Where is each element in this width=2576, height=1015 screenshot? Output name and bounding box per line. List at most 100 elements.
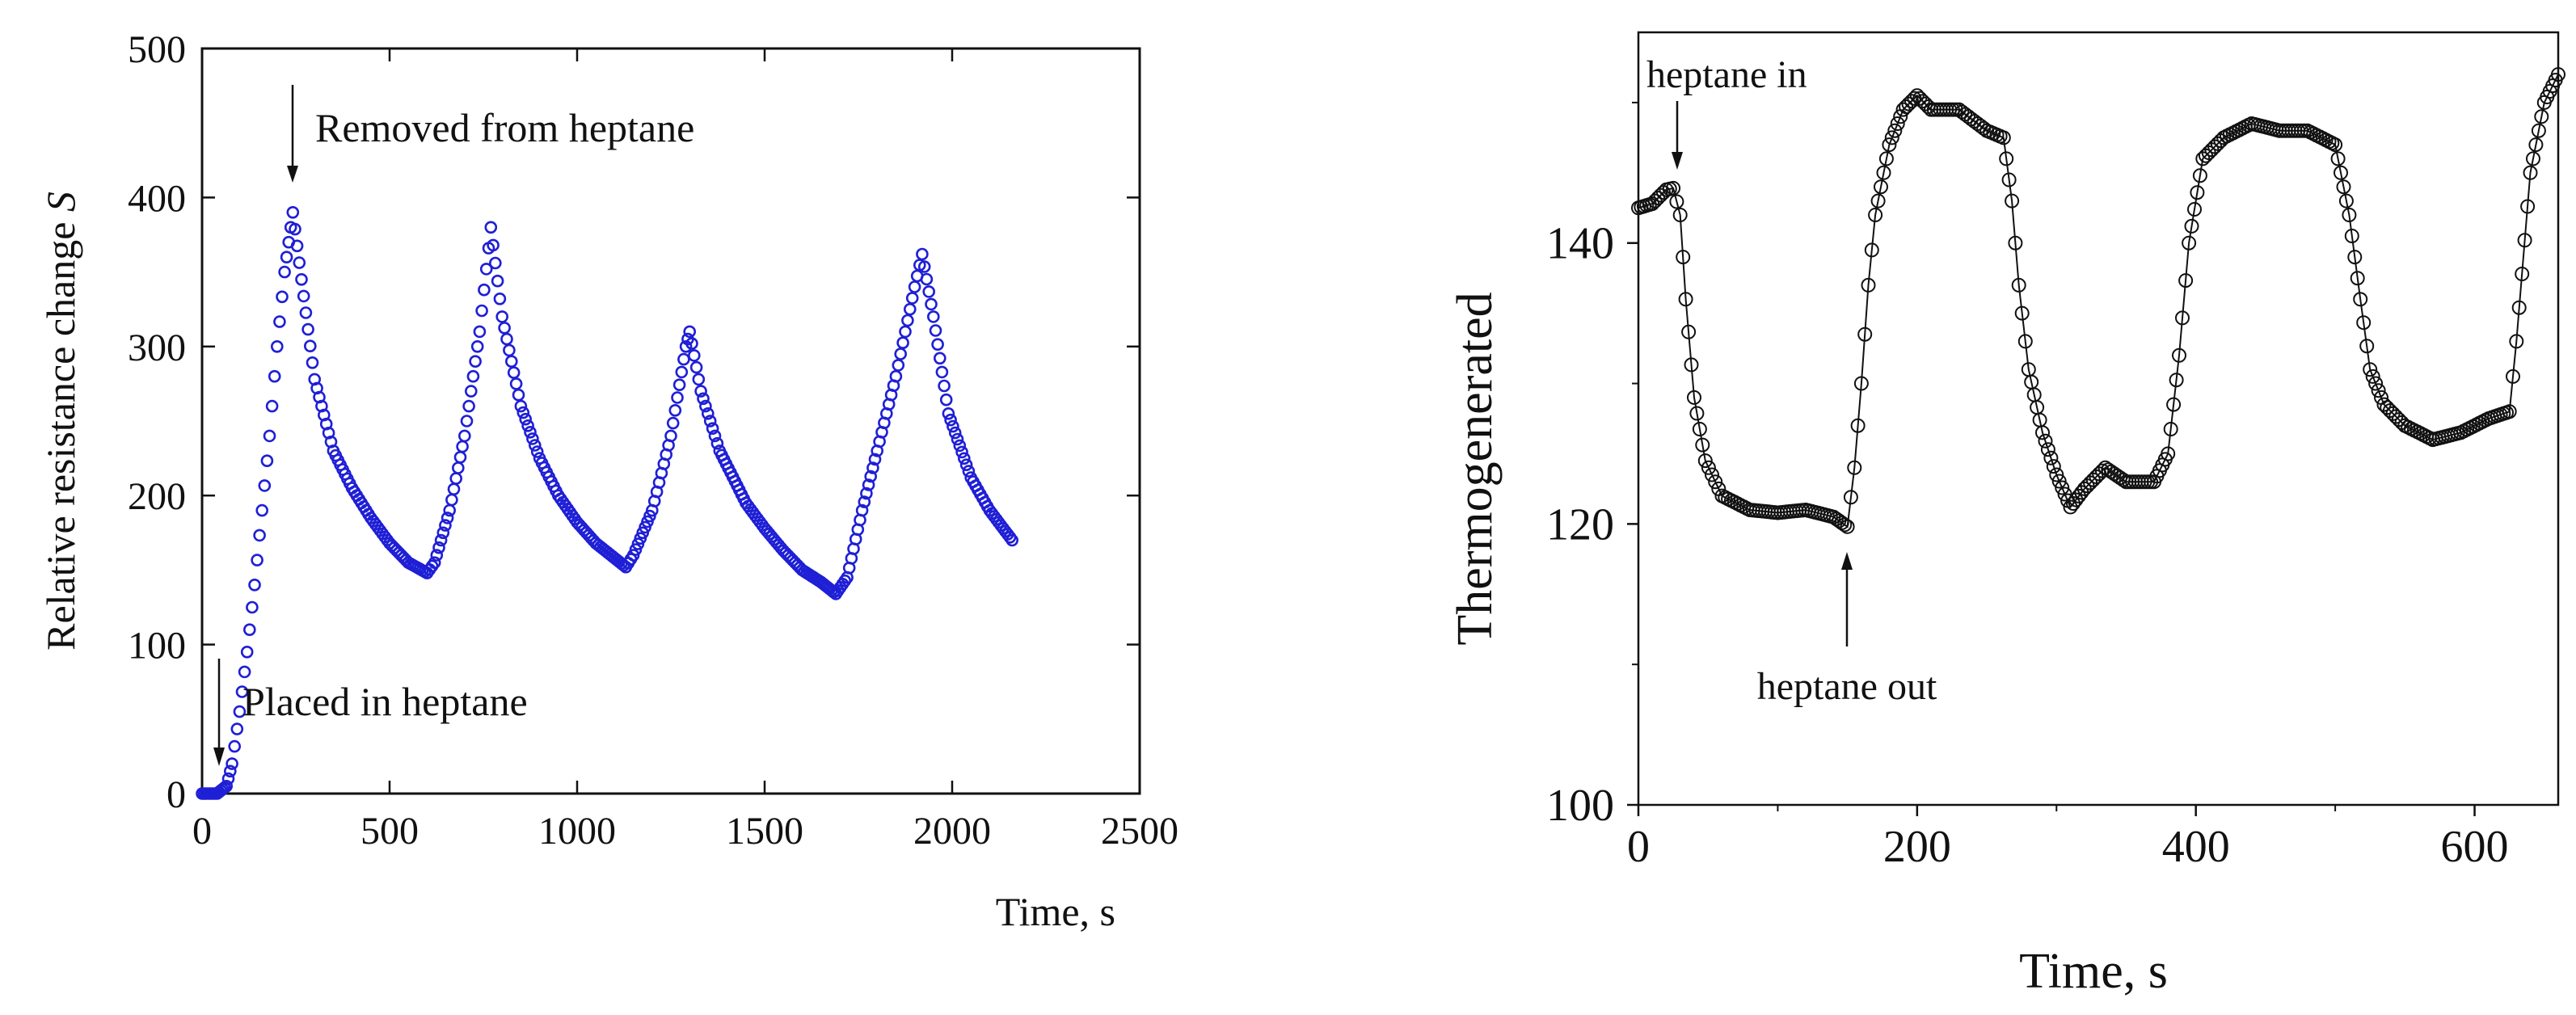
left-data-point — [306, 356, 319, 369]
right-data-point — [2509, 334, 2524, 349]
right-data-point — [1651, 191, 1666, 206]
right-data-point — [1887, 123, 1903, 138]
left-data-point — [938, 379, 951, 393]
right-data-point — [2336, 179, 2351, 195]
right-data-point — [1907, 91, 1922, 106]
right-data-point — [2161, 446, 2176, 461]
left-data-point — [931, 338, 944, 352]
left-data-point — [258, 479, 272, 492]
right-data-point — [2551, 67, 2565, 82]
right-data-point — [1684, 357, 1699, 373]
left-data-point — [526, 432, 539, 445]
right-data-point — [1857, 326, 1873, 342]
right-data-point — [2356, 315, 2372, 331]
right-data-point — [1915, 94, 1930, 109]
left-data-point — [668, 403, 682, 417]
left-data-point — [449, 472, 463, 485]
right-data-point — [2368, 376, 2384, 391]
left-data-point — [677, 352, 690, 366]
left-data-point — [925, 297, 938, 311]
right-data-point — [2172, 347, 2186, 363]
right-data-point — [2515, 267, 2530, 281]
right-data-point — [2035, 425, 2050, 440]
right-x-tick-label: 0 — [1627, 822, 1650, 872]
left-data-point — [223, 764, 237, 778]
left-data-point — [892, 359, 905, 372]
right-data-point — [2192, 168, 2207, 183]
left-data-point — [671, 391, 684, 404]
left-y-tick-label: 300 — [128, 326, 186, 369]
left-data-point — [675, 365, 689, 379]
left-data-point — [484, 221, 498, 234]
left-data-point — [503, 343, 516, 357]
left-data-point — [441, 512, 454, 524]
left-data-point — [951, 432, 964, 446]
right-data-point — [1697, 453, 1713, 469]
left-data-point — [889, 369, 903, 383]
left-data-point — [286, 205, 300, 219]
left-data-point — [295, 272, 308, 286]
left-data-point — [916, 247, 929, 261]
right-data-point — [1878, 151, 1894, 166]
left-data-point — [495, 310, 509, 323]
left-x-tick-label: 1000 — [538, 810, 616, 853]
right-data-point — [1705, 467, 1719, 482]
right-series-line — [1638, 74, 2559, 529]
left-data-point — [453, 450, 467, 464]
right-data-point — [1999, 151, 2014, 166]
left-data-point — [504, 355, 518, 369]
left-x-tick-label: 1500 — [726, 810, 803, 853]
right-data-point — [1864, 242, 1879, 258]
left-annotation-removed-arrowhead — [287, 166, 298, 183]
left-data-point — [228, 739, 242, 753]
left-x-tick-label: 500 — [360, 810, 419, 853]
left-data-point — [905, 292, 919, 305]
right-data-point — [2342, 208, 2357, 222]
right-plot-frame — [1637, 31, 2560, 807]
left-x-axis-label: Time, s — [996, 889, 1115, 934]
right-data-point — [1850, 418, 1866, 433]
right-data-point — [1876, 165, 1891, 180]
right-data-point — [2334, 165, 2348, 180]
left-data-point — [679, 339, 693, 353]
right-data-point — [2526, 151, 2540, 166]
right-data-point — [1678, 292, 1693, 307]
right-annotation-out-arrowhead — [1841, 552, 1853, 570]
right-data-point — [2344, 229, 2359, 243]
left-data-point — [436, 526, 450, 540]
right-y-tick-label: 120 — [1546, 499, 1614, 550]
left-data-point — [516, 406, 530, 419]
left-series-points — [196, 205, 1018, 800]
left-data-point — [699, 399, 712, 413]
right-data-point — [2051, 474, 2067, 489]
left-data-point — [226, 757, 238, 770]
right-annotation-out-label: heptane out — [1757, 665, 1937, 708]
right-data-point — [2040, 442, 2055, 457]
right-data-point — [2531, 123, 2546, 138]
left-data-point — [521, 419, 534, 432]
left-data-point — [703, 415, 717, 427]
left-data-point — [462, 399, 475, 413]
left-data-point — [457, 429, 471, 443]
right-data-point — [1870, 193, 1886, 208]
right-data-point — [1708, 474, 1723, 490]
left-data-point — [922, 285, 935, 298]
left-data-point — [894, 347, 907, 360]
left-data-point — [866, 461, 879, 474]
right-data-point — [1692, 422, 1707, 436]
right-data-point — [1874, 179, 1888, 195]
left-data-point — [697, 392, 710, 406]
right-data-point — [1669, 194, 1684, 209]
left-data-point — [220, 779, 234, 793]
left-data-point — [470, 339, 484, 353]
left-data-point — [475, 304, 488, 318]
left-annotation-placed-label: Placed in heptane — [242, 679, 528, 724]
right-data-point — [1853, 376, 1869, 391]
right-data-point — [2163, 422, 2178, 436]
right-data-point — [2005, 193, 2020, 208]
left-data-point — [512, 388, 525, 402]
left-y-tick-label: 0 — [167, 773, 186, 816]
left-data-point — [273, 315, 286, 328]
right-x-tick-label: 200 — [1883, 822, 1951, 872]
right-data-point — [1996, 130, 2011, 145]
